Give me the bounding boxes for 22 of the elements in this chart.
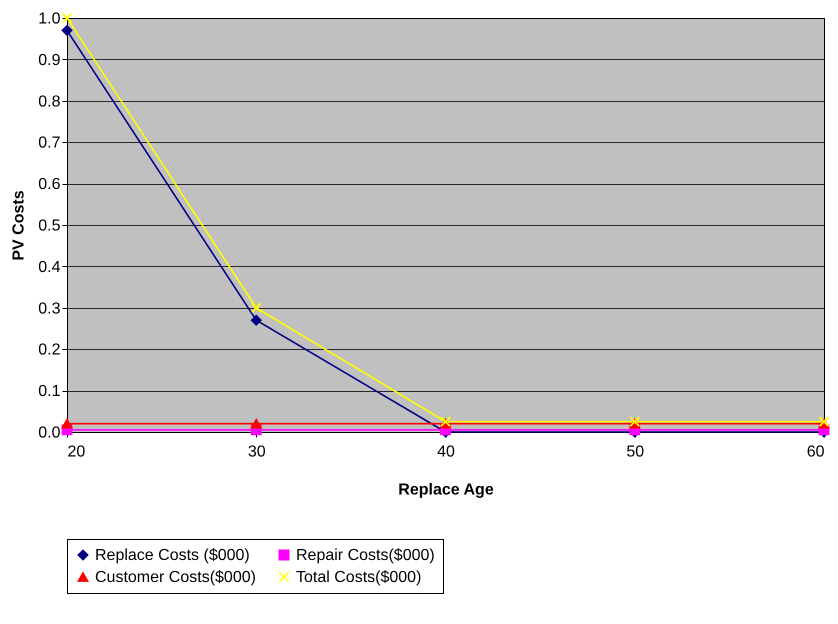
y-tick-label: 0.2 [38, 342, 61, 359]
x-tick-label: 60 [806, 444, 825, 460]
y-tick-label: 0.5 [38, 218, 61, 234]
x-axis-title: Replace Age [398, 482, 494, 498]
legend-label: Replace Costs ($000) [95, 547, 250, 564]
y-tick-label: 0.8 [38, 93, 61, 110]
y-axis-title: PV Costs [10, 190, 28, 261]
y-tick-label: 0.7 [38, 134, 61, 152]
y-tick-label: 0.6 [38, 176, 61, 194]
y-tick-label: 1.0 [38, 10, 61, 28]
x-tick-label: 40 [437, 444, 455, 460]
x-tick-label: 50 [626, 444, 644, 460]
x-tick-label: 30 [248, 444, 266, 460]
legend-label: Total Costs($000) [296, 569, 422, 586]
y-tick-label: 0.1 [38, 383, 61, 400]
legend-label: Repair Costs($000) [296, 547, 435, 564]
legend-label: Customer Costs($000) [95, 569, 256, 586]
y-tick-label: 0.3 [38, 300, 61, 318]
y-tick-label: 0.4 [38, 258, 61, 276]
x-tick-label: 20 [68, 444, 86, 460]
y-tick-label: 0.9 [38, 52, 61, 69]
y-tick-label: 0.0 [38, 424, 61, 442]
